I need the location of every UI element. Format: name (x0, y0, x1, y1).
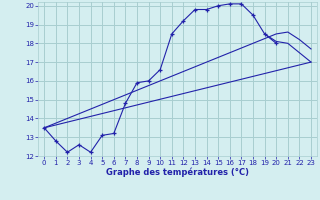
X-axis label: Graphe des températures (°C): Graphe des températures (°C) (106, 168, 249, 177)
